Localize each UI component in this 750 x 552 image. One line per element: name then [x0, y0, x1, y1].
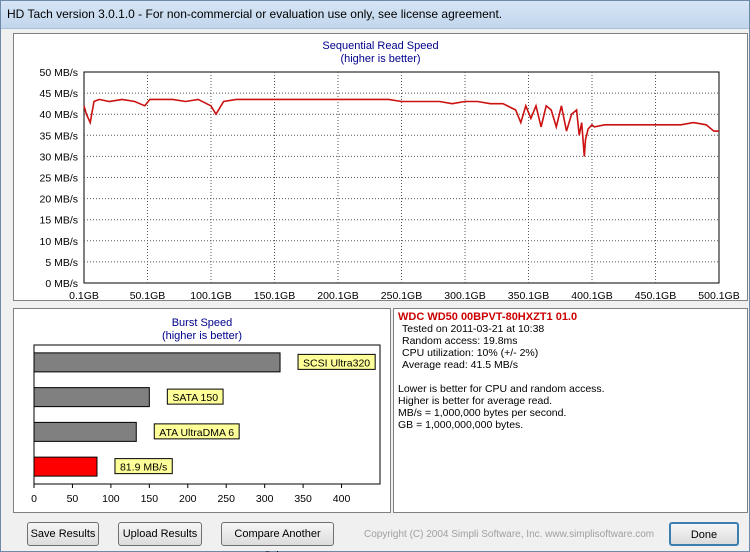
burst-speed-panel: Burst Speed (higher is better) SCSI Ultr… [13, 308, 391, 513]
read-x-tick-label: 200.1GB [317, 290, 358, 300]
read-y-tick-label: 35 MB/s [39, 130, 78, 142]
random-access: Random access: 19.8ms [402, 335, 518, 347]
burst-bar [33, 456, 98, 477]
note-gb-definition: GB = 1,000,000,000 bytes. [398, 419, 524, 431]
note-mbs-definition: MB/s = 1,000,000 bytes per second. [398, 407, 567, 419]
burst-chart: SCSI Ultra320 SATA 150 ATA UltraDMA 6 81.9 … [31, 344, 381, 505]
read-x-tick-label: 300.1GB [444, 290, 485, 300]
read-y-tick-label: 10 MB/s [39, 236, 78, 248]
burst-x-tick-label: 150 [141, 493, 159, 505]
burst-bar [33, 352, 281, 373]
burst-label-box [297, 353, 376, 370]
read-y-tick-label: 25 MB/s [39, 173, 78, 185]
average-read: Average read: 41.5 MB/s [402, 359, 518, 371]
burst-label-box [166, 388, 224, 405]
note-higher-better: Higher is better for average read. [398, 395, 553, 407]
read-x-tick-label: 150.1GB [254, 290, 295, 300]
done-button[interactable]: Done [669, 522, 739, 546]
burst-x-tick-label: 200 [179, 493, 197, 505]
burst-chart-title: Burst Speed [171, 317, 233, 329]
burst-bar-label: SCSI Ultra320 [303, 357, 370, 369]
read-y-tick-label: 20 MB/s [39, 194, 78, 206]
read-y-tick-label: 5 MB/s [45, 257, 78, 269]
read-x-tick-label: 250.1GB [381, 290, 422, 300]
upload-results-button[interactable]: Upload Results [118, 522, 202, 546]
burst-x-tick-label: 350 [294, 493, 312, 505]
read-x-tick-label: 350.1GB [508, 290, 549, 300]
burst-bar-label: SATA 150 [172, 392, 218, 404]
burst-label-box [114, 458, 173, 475]
read-x-tick-label: 450.1GB [635, 290, 676, 300]
burst-bar-label: ATA UltraDMA 6 [159, 427, 234, 439]
window-title: HD Tach version 3.0.1.0 - For non-commer… [7, 7, 503, 21]
read-x-tick-label: 0.1GB [69, 290, 99, 300]
burst-label-box [153, 423, 240, 440]
note-lower-better: Lower is better for CPU and random acces… [398, 383, 605, 395]
read-y-tick-label: 50 MB/s [39, 67, 78, 79]
burst-bar [33, 421, 137, 442]
burst-x-tick-label: 50 [67, 493, 79, 505]
drive-info-panel: WDC WD50 00BPVT-80HXZT1 01.0 Tested on 2… [393, 308, 748, 513]
sequential-read-panel: Sequential Read Speed (higher is better)… [13, 33, 748, 301]
read-y-tick-label: 45 MB/s [39, 88, 78, 100]
read-x-tick-label: 50.1GB [130, 290, 166, 300]
burst-x-tick-label: 300 [256, 493, 274, 505]
burst-x-tick-label: 100 [102, 493, 120, 505]
read-x-tick-label: 100.1GB [190, 290, 231, 300]
copyright-text: Copyright (C) 2004 Simpli Software, Inc.… [364, 529, 655, 540]
burst-x-tick-label: 0 [31, 493, 37, 505]
burst-bar-label: 81.9 MB/s [120, 462, 167, 474]
read-chart-subtitle: (higher is better) [340, 53, 421, 65]
title-bar[interactable]: HD Tach version 3.0.1.0 - For non-commer… [1, 1, 749, 29]
read-y-tick-label: 15 MB/s [39, 215, 78, 227]
compare-drive-button[interactable]: Compare Another Drive [221, 522, 334, 552]
burst-x-tick-label: 250 [217, 493, 235, 505]
drive-name: WDC WD50 00BPVT-80HXZT1 01.0 [398, 311, 578, 323]
read-x-tick-label: 400.1GB [571, 290, 612, 300]
read-x-tick-label: 500.1GB [698, 290, 739, 300]
read-chart: 50 MB/s 45 MB/s 40 MB/s 35 MB/s 30 MB/s 25 MB… [39, 67, 739, 300]
read-y-tick-label: 0 MB/s [45, 278, 78, 290]
save-results-button[interactable]: Save Results [27, 522, 99, 546]
read-speed-line [83, 98, 719, 157]
burst-x-tick-label: 400 [333, 493, 351, 505]
read-y-tick-label: 40 MB/s [39, 109, 78, 121]
read-y-tick-label: 30 MB/s [39, 151, 78, 163]
read-chart-title: Sequential Read Speed [322, 40, 439, 52]
tested-on: Tested on 2011-03-21 at 10:38 [402, 323, 545, 335]
cpu-utilization: CPU utilization: 10% (+/- 2%) [402, 347, 539, 359]
burst-chart-subtitle: (higher is better) [161, 330, 243, 342]
burst-bar [33, 387, 150, 408]
